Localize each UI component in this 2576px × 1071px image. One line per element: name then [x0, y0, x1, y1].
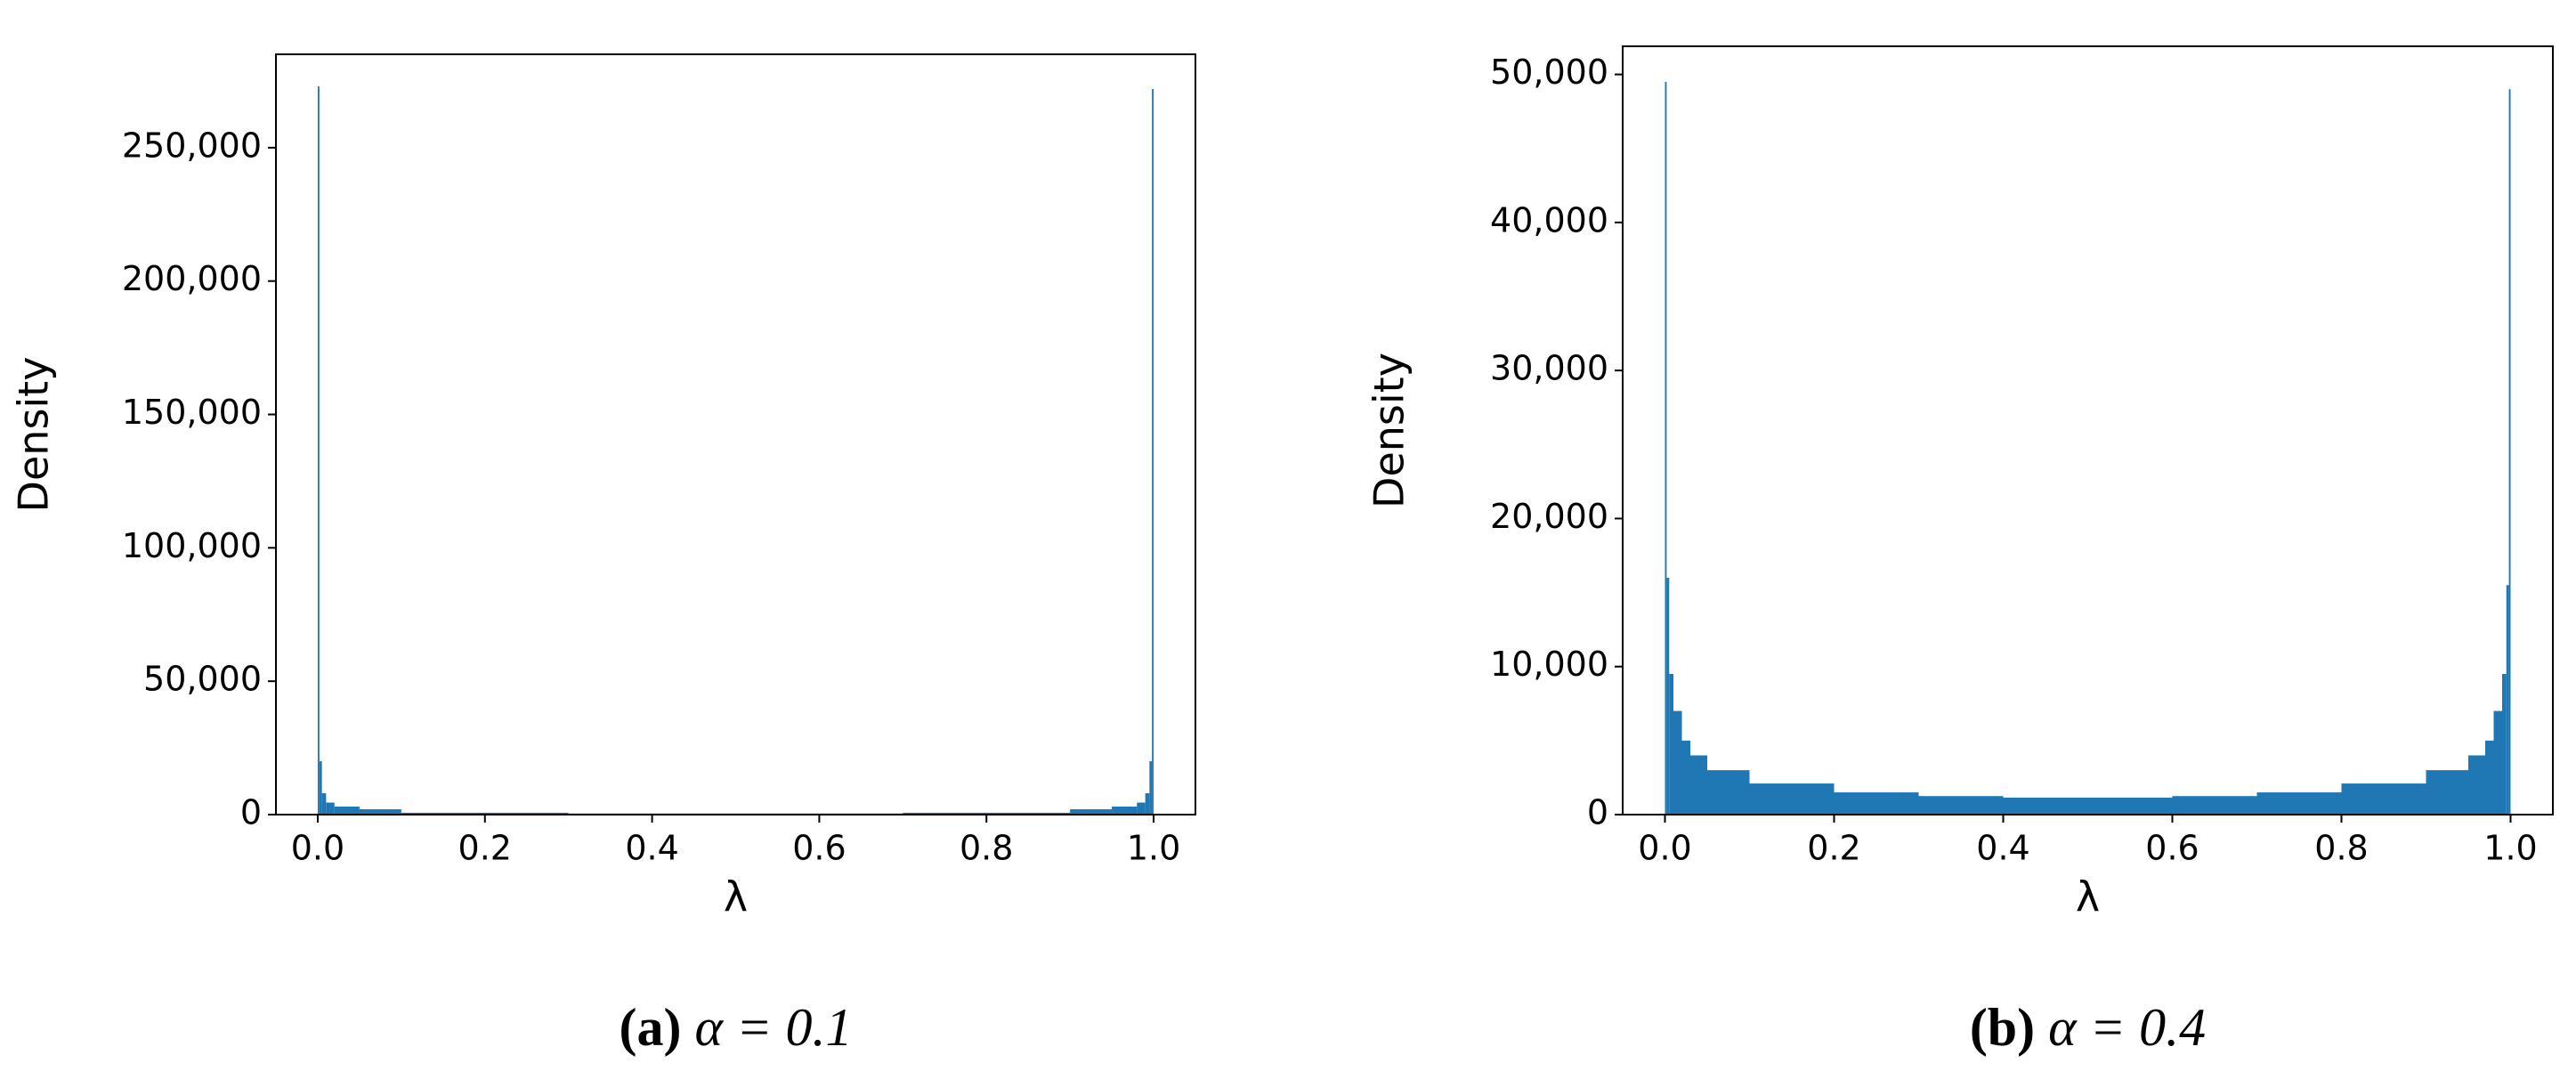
y-axis-label: Density [10, 357, 58, 513]
histogram-bar [1665, 81, 1667, 815]
plot-frame [275, 53, 1196, 815]
histogram-bar [2468, 755, 2485, 815]
histogram-bar [1145, 793, 1150, 815]
histogram-bar [321, 793, 327, 815]
histogram-bar [319, 761, 322, 815]
x-tick-label: 1.0 [1127, 829, 1180, 868]
caption: (b) α = 0.4 [1970, 998, 2206, 1057]
histogram-bar [1834, 792, 1919, 815]
y-tick-label: 250,000 [122, 126, 262, 165]
x-axis-label: λ [2076, 873, 2100, 921]
histogram-bar [1690, 755, 1707, 815]
histogram-bar [2493, 710, 2502, 815]
caption-text: α = 0.4 [2048, 998, 2206, 1057]
x-tick-label: 0.6 [792, 829, 846, 868]
x-tick-label: 0.0 [1638, 829, 1691, 868]
y-tick-label: 50,000 [143, 660, 262, 699]
histogram-bar [1137, 802, 1146, 815]
histogram-bar [1112, 807, 1138, 815]
histogram-bar [1681, 740, 1690, 815]
x-tick-label: 0.6 [2145, 829, 2199, 868]
y-tick-label: 10,000 [1490, 645, 1608, 684]
histogram-bar [1149, 761, 1153, 815]
y-tick-label: 0 [1587, 793, 1608, 832]
histogram-bar [1666, 577, 1670, 815]
y-tick-label: 150,000 [122, 393, 262, 432]
y-tick-label: 100,000 [122, 526, 262, 565]
x-tick-label: 0.8 [960, 829, 1013, 868]
histogram-bar [317, 85, 320, 815]
histogram-bar [2426, 770, 2468, 815]
y-axis-label: Density [1365, 353, 1414, 508]
histogram-bar [326, 802, 335, 815]
histogram-bar [2087, 797, 2173, 815]
histogram-bar [1707, 770, 1750, 815]
histogram-bar [1673, 710, 1682, 815]
histogram-bar [2485, 740, 2494, 815]
y-tick-label: 50,000 [1490, 53, 1608, 92]
x-tick-label: 0.8 [2314, 829, 2368, 868]
y-tick-label: 30,000 [1490, 349, 1608, 388]
x-tick-label: 1.0 [2483, 829, 2537, 868]
histogram-bar [1669, 674, 1673, 815]
histogram-bar [401, 812, 569, 815]
histogram-bar [1070, 809, 1113, 815]
x-tick-label: 0.4 [1976, 829, 2029, 868]
y-tick-label: 0 [240, 793, 262, 832]
histogram-bar [2502, 674, 2507, 815]
caption: (a) α = 0.1 [620, 998, 853, 1057]
y-tick-label: 40,000 [1490, 200, 1608, 239]
histogram-bar [2172, 796, 2257, 815]
y-tick-label: 20,000 [1490, 497, 1608, 536]
x-tick-label: 0.4 [625, 829, 678, 868]
histogram-bar [2341, 783, 2426, 815]
plot-frame [1622, 45, 2554, 815]
histogram-bar [903, 812, 1071, 815]
x-tick-label: 0.2 [1807, 829, 1860, 868]
histogram-bar [1749, 783, 1835, 815]
caption-text: α = 0.1 [694, 998, 852, 1057]
histogram-bar [2506, 585, 2509, 815]
histogram-bar [2508, 89, 2511, 815]
histogram-bar [334, 807, 360, 815]
histogram-bar [2256, 792, 2342, 815]
caption-label: (b) [1970, 998, 2035, 1057]
histogram-bar [1152, 88, 1154, 815]
y-tick-label: 200,000 [122, 259, 262, 298]
histogram-bar [1918, 796, 2004, 815]
x-axis-label: λ [724, 873, 748, 921]
histogram-bar [359, 809, 401, 815]
x-tick-label: 0.2 [458, 829, 512, 868]
caption-label: (a) [620, 998, 682, 1057]
x-tick-label: 0.0 [291, 829, 344, 868]
histogram-bar [2003, 797, 2088, 815]
